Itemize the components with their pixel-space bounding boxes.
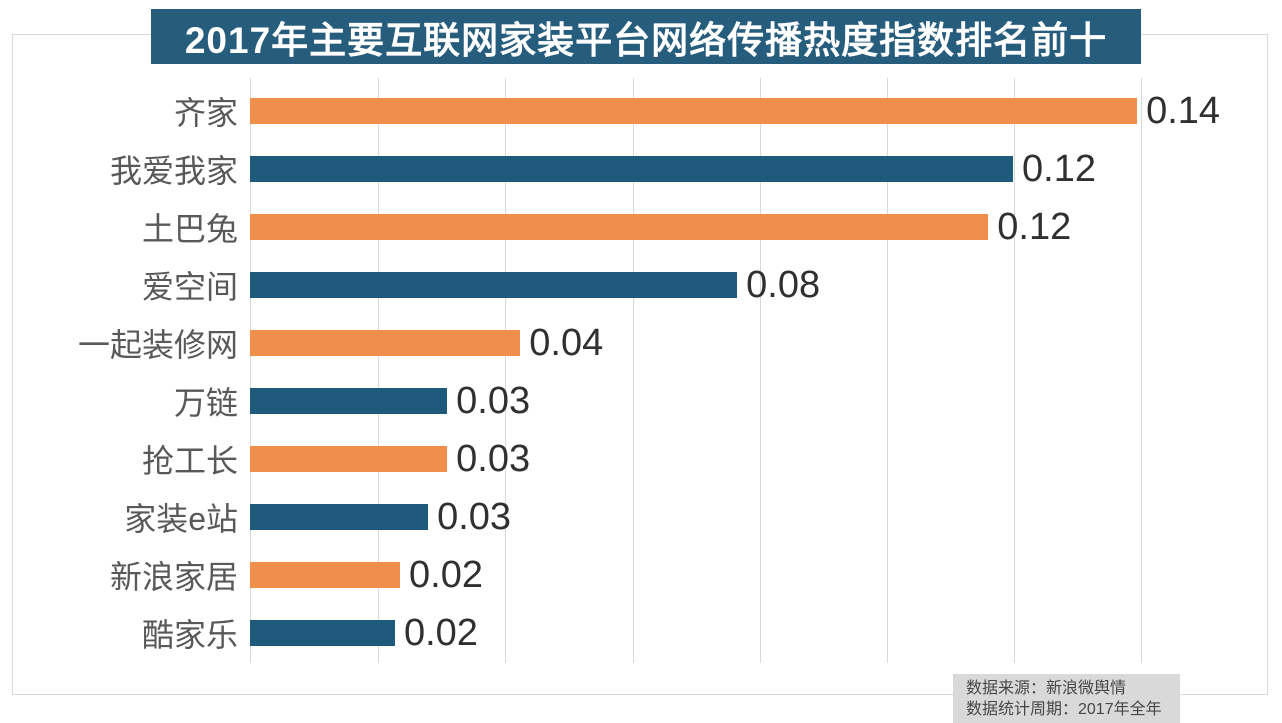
bar-row: 抢工长 0.03 — [12, 430, 1270, 488]
bar-row: 新浪家居 0.02 — [12, 546, 1270, 604]
chart-title: 2017年主要互联网家装平台网络传播热度指数排名前十 — [151, 9, 1141, 64]
bar-row: 一起装修网 0.04 — [12, 314, 1270, 372]
bar-row: 万链 0.03 — [12, 372, 1270, 430]
gridline — [759, 78, 761, 663]
value-label: 0.02 — [409, 553, 483, 596]
gridline — [505, 78, 507, 663]
gridline — [378, 78, 380, 663]
bar-row: 酷家乐 0.02 — [12, 604, 1270, 662]
category-label: 我爱我家 — [109, 153, 238, 189]
bar-row: 家装e站 0.03 — [12, 488, 1270, 546]
value-label: 0.14 — [1146, 89, 1221, 132]
source-line: 数据来源：新浪微舆情 — [966, 680, 1127, 697]
value-label: 0.03 — [456, 379, 531, 422]
category-label: 新浪家居 — [109, 559, 238, 595]
gridline — [886, 78, 888, 663]
gridline — [1014, 78, 1016, 663]
category-label: 万链 — [173, 385, 238, 421]
bar-track: 0.14 — [250, 82, 1270, 140]
gridline — [1141, 78, 1143, 663]
value-label: 0.08 — [746, 263, 821, 306]
bar — [250, 388, 448, 414]
bar-track: 0.02 — [250, 546, 1270, 604]
bar-rows: 齐家 0.14 我爱我家 0.12 土巴兔 0.12 爱空间 0.08 一起装修网 0.04 万链 0… — [12, 82, 1270, 662]
bar-track: 0.03 — [250, 372, 1270, 430]
value-label: 0.03 — [437, 495, 512, 538]
value-label: 0.12 — [997, 205, 1072, 248]
bar-row: 齐家 0.14 — [12, 82, 1270, 140]
period-line: 数据统计周期：2017年全年 — [966, 701, 1162, 718]
bar-track: 0.12 — [250, 198, 1270, 256]
category-label: 一起装修网 — [77, 327, 238, 363]
bar — [250, 272, 738, 298]
category-label: 土巴兔 — [141, 211, 238, 247]
bar — [250, 620, 395, 646]
bar-row: 爱空间 0.08 — [12, 256, 1270, 314]
category-label: 酷家乐 — [141, 617, 238, 653]
bar-track: 0.02 — [250, 604, 1270, 662]
value-label: 0.12 — [1022, 147, 1097, 190]
bar-track: 0.03 — [250, 430, 1270, 488]
bar-track: 0.04 — [250, 314, 1270, 372]
bar-track: 0.12 — [250, 140, 1270, 198]
bar-track: 0.03 — [250, 488, 1270, 546]
bar-row: 土巴兔 0.12 — [12, 198, 1270, 256]
chart-plot-border — [12, 34, 1268, 695]
category-label: 爱空间 — [141, 269, 238, 305]
bar — [250, 330, 521, 356]
plot-area — [250, 78, 1271, 663]
bar — [250, 562, 401, 588]
value-label: 0.02 — [403, 611, 478, 654]
category-label: 齐家 — [173, 95, 238, 131]
bar — [250, 156, 1014, 182]
data-source-note: 数据来源：新浪微舆情 数据统计周期：2017年全年 — [953, 674, 1180, 723]
bar — [250, 98, 1138, 124]
category-label: 家装e站 — [124, 501, 238, 537]
value-label: 0.04 — [529, 321, 604, 364]
bar-track: 0.08 — [250, 256, 1270, 314]
category-label: 抢工长 — [141, 443, 238, 479]
bar-row: 我爱我家 0.12 — [12, 140, 1270, 198]
bar — [250, 446, 448, 472]
bar — [250, 214, 989, 240]
bar — [250, 504, 429, 530]
value-label: 0.03 — [456, 437, 531, 480]
gridline — [632, 78, 634, 663]
